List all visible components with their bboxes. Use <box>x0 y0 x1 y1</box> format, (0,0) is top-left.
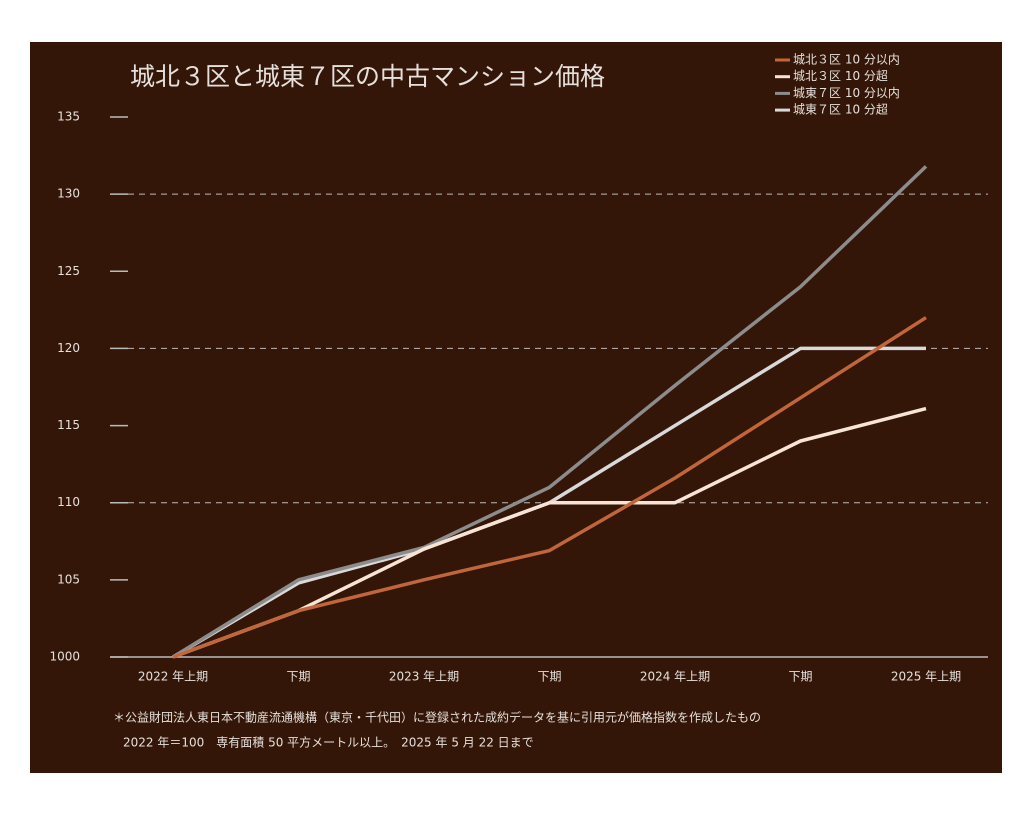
y-tick-label: 120 <box>57 341 80 355</box>
x-tick-label: 2024 年上期 <box>640 670 710 684</box>
x-tick-label: 下期 <box>537 670 561 684</box>
x-tick-label: 2025 年上期 <box>891 670 961 684</box>
legend-label: 城北３区 10 分以内 <box>793 53 900 67</box>
x-tick-label: 下期 <box>286 670 310 684</box>
x-tick-label: 2022 年上期 <box>138 670 208 684</box>
legend-label: 城東７区 10 分超 <box>793 102 888 117</box>
legend-label: 城東７区 10 分以内 <box>793 86 900 100</box>
chart-background <box>30 42 1002 773</box>
y-tick-label: 110 <box>57 495 80 509</box>
y-tick-label: 135 <box>57 110 80 124</box>
legend-label: 城北３区 10 分超 <box>793 68 888 83</box>
note: ＊公益財団法人東日本不動産流通機構（東京・千代田）に登録された成約データを基に引… <box>113 710 761 725</box>
note: 2022 年＝100 専有面積 50 平方メートル以上。 2025 年 5 月 … <box>123 735 534 750</box>
x-tick-label: 下期 <box>788 670 812 684</box>
y-tick-label: 125 <box>57 264 80 278</box>
x-tick-label: 2023 年上期 <box>389 670 459 684</box>
y-tick-label: 130 <box>57 187 80 201</box>
chart-title: 城北３区と城東７区の中古マンション価格 <box>130 62 605 91</box>
y-tick-label: 1000 <box>49 650 80 664</box>
series-line <box>172 165 928 659</box>
series-line <box>172 316 927 659</box>
y-tick-label: 105 <box>57 572 80 586</box>
y-tick-label: 115 <box>57 418 80 432</box>
